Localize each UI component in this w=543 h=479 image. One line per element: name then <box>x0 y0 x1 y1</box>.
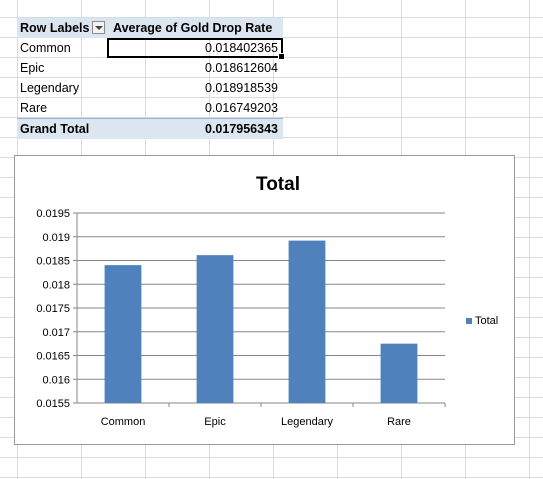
active-cell-selection[interactable] <box>107 38 285 60</box>
row-value[interactable]: 0.018612604 <box>205 61 278 75</box>
row-value[interactable]: 0.018402365 <box>205 41 278 55</box>
y-tick-label: 0.018 <box>42 279 70 291</box>
y-tick-label: 0.0155 <box>36 398 70 410</box>
pivot-row[interactable]: Epic 0.018612604 <box>17 58 283 78</box>
grand-total-row[interactable]: Grand Total 0.017956343 <box>17 118 283 139</box>
pivot-chart[interactable]: Total 0.0195 0.019 0.0185 0.018 0.0175 0.017 0.… <box>14 155 515 445</box>
y-tick-label: 0.016 <box>42 374 70 386</box>
value-column-header[interactable]: Average of Gold Drop Rate <box>113 21 273 35</box>
row-label[interactable]: Rare <box>20 101 48 115</box>
x-tick-label: Legendary <box>281 416 333 428</box>
row-label[interactable]: Legendary <box>20 81 80 95</box>
grand-total-label[interactable]: Grand Total <box>20 122 90 136</box>
legend-swatch <box>466 318 472 324</box>
x-tick-label: Rare <box>387 416 411 428</box>
row-label[interactable]: Epic <box>20 61 45 75</box>
row-value[interactable]: 0.018918539 <box>205 81 278 95</box>
y-tick-label: 0.0185 <box>36 256 70 268</box>
x-tick-label: Common <box>101 416 146 428</box>
pivot-row[interactable]: Rare 0.016749203 <box>17 98 283 118</box>
bar[interactable] <box>288 240 326 403</box>
row-value[interactable]: 0.016749203 <box>205 101 278 115</box>
bar[interactable] <box>104 265 142 403</box>
row-label[interactable]: Common <box>20 41 71 55</box>
pivot-row[interactable]: Common 0.018402365 <box>17 38 285 60</box>
chart-title: Total <box>256 174 300 195</box>
legend-label: Total <box>475 315 498 327</box>
y-tick-label: 0.0165 <box>36 351 70 363</box>
grand-total-value[interactable]: 0.017956343 <box>205 122 278 136</box>
y-tick-label: 0.019 <box>42 232 70 244</box>
pivot-header-row: Row Labels Average of Gold Drop Rate <box>17 18 283 38</box>
pivot-row[interactable]: Legendary 0.018918539 <box>17 78 283 98</box>
bar[interactable] <box>196 255 234 403</box>
y-tick-label: 0.0195 <box>36 208 70 220</box>
bar-chart[interactable]: Total 0.0195 0.019 0.0185 0.018 0.0175 0.017 0.… <box>15 156 514 444</box>
row-labels-header[interactable]: Row Labels <box>20 21 90 35</box>
x-tick-label: Epic <box>204 416 226 428</box>
y-tick-label: 0.017 <box>42 327 70 339</box>
bar[interactable] <box>380 343 418 403</box>
pivot-table: Row Labels Average of Gold Drop Rate Com… <box>17 18 285 139</box>
row-labels-filter-dropdown-icon[interactable] <box>92 21 105 34</box>
y-tick-label: 0.0175 <box>36 303 70 315</box>
